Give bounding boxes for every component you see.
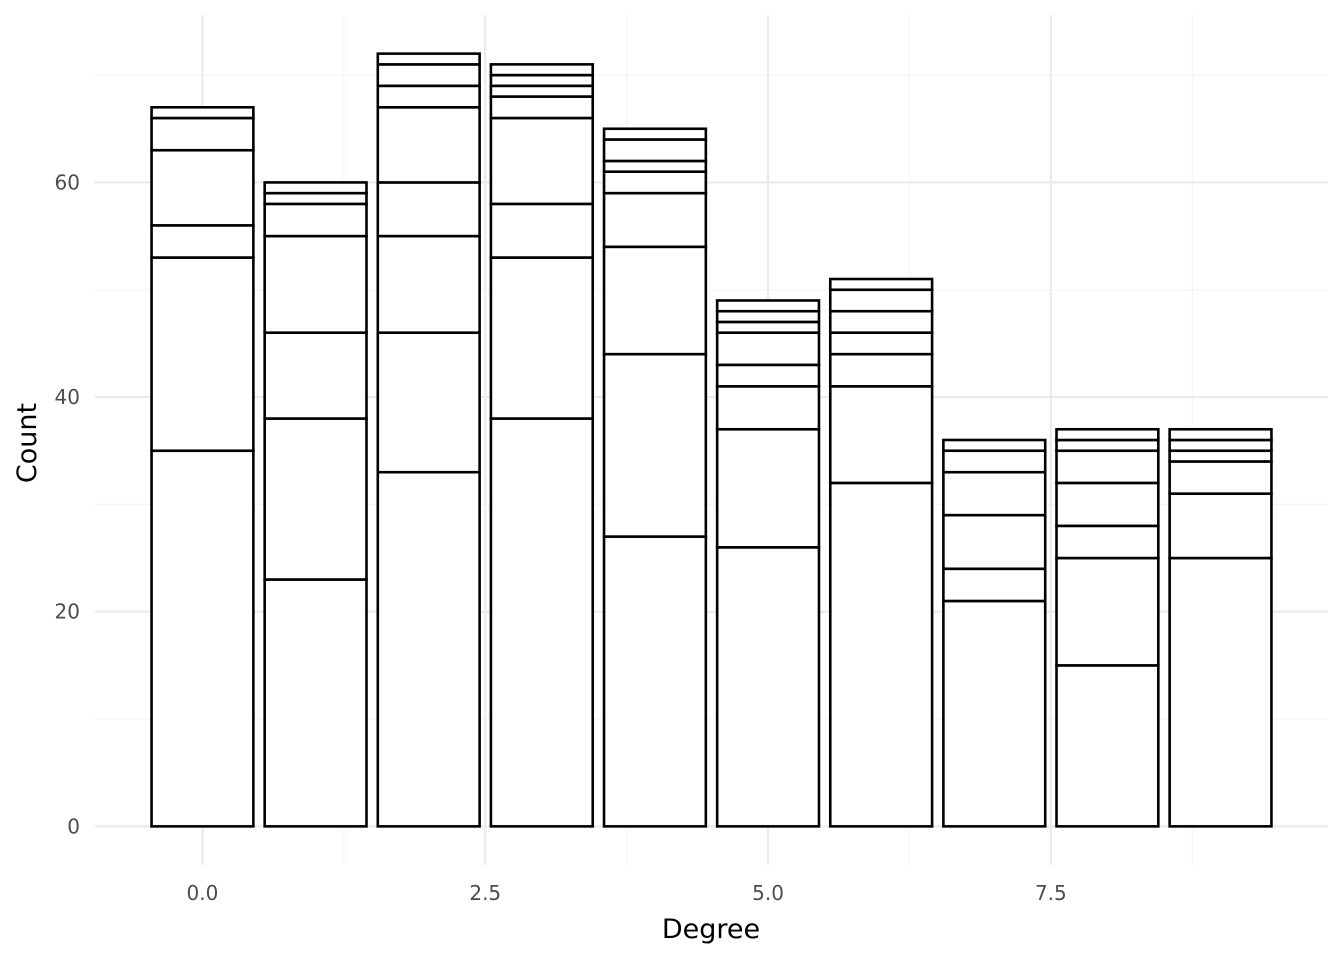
bar-segment (942, 470, 1047, 517)
bar-stack (376, 52, 481, 828)
bar-segment (828, 277, 934, 292)
bar-segment (942, 567, 1047, 603)
bar-segment (602, 191, 708, 249)
bar-segment (715, 363, 821, 388)
bar-segment (1055, 524, 1160, 560)
bar-segment (376, 181, 481, 238)
bar-stack (602, 127, 708, 828)
bar-segment (602, 159, 708, 173)
bar-segment (828, 309, 934, 334)
bar-segment (1168, 438, 1273, 453)
bar-stack (1168, 427, 1273, 828)
bar-segment (263, 578, 368, 828)
bar-segment (942, 449, 1047, 474)
bar-segment (1168, 427, 1273, 442)
bar-segment (376, 234, 481, 334)
bar-segment (150, 148, 255, 227)
x-axis-title: Degree (662, 914, 760, 945)
y-tick-labels: 0 20 40 60 (55, 170, 80, 838)
bar-segment (150, 116, 255, 152)
bar-segment (602, 535, 708, 828)
bar-segment (715, 427, 821, 549)
bar-segment (263, 417, 368, 581)
bar-segment (263, 191, 368, 206)
bar-segment (263, 202, 368, 238)
bars (150, 52, 1273, 828)
bar-segment (489, 202, 595, 259)
bar-segment (942, 438, 1047, 453)
bar-segment (942, 513, 1047, 571)
bar-segment (1168, 449, 1273, 463)
bar-segment (715, 309, 821, 324)
bar-segment (150, 256, 255, 453)
bar-segment (1055, 449, 1160, 485)
bar-segment (376, 52, 481, 66)
bar-segment (1168, 556, 1273, 828)
bar-segment (715, 385, 821, 431)
bar-segment (1055, 481, 1160, 528)
bar-stack (715, 299, 821, 828)
bar-segment (828, 288, 934, 313)
bar-segment (828, 481, 934, 828)
bar-segment (263, 181, 368, 195)
bar-segment (1055, 556, 1160, 667)
bar-segment (150, 224, 255, 259)
bar-segment (376, 331, 481, 474)
bar-segment (489, 417, 595, 828)
x-tick-label: 0.0 (187, 881, 219, 905)
bar-segment (602, 138, 708, 163)
bar-segment (602, 245, 708, 356)
bar-segment (715, 299, 821, 313)
bar-segment (715, 320, 821, 334)
bar-segment (376, 105, 481, 184)
bar-segment (1055, 438, 1160, 453)
bar-segment (150, 449, 255, 828)
bar-segment (602, 127, 708, 141)
bar-stack (263, 181, 368, 828)
x-tick-labels: 0.0 2.5 5.0 7.5 (187, 881, 1067, 905)
x-tick-label: 2.5 (469, 881, 501, 905)
bar-segment (828, 352, 934, 388)
bar-segment (376, 84, 481, 109)
y-tick-label: 20 (55, 600, 80, 624)
bar-stack (828, 277, 934, 828)
bar-segment (263, 234, 368, 334)
bar-segment (1055, 427, 1160, 442)
bar-stack (1055, 427, 1160, 828)
bar-segment (1168, 460, 1273, 495)
bar-segment (150, 105, 255, 120)
y-tick-label: 40 (55, 385, 80, 409)
bar-segment (828, 385, 934, 485)
bar-segment (1168, 492, 1273, 560)
bar-stack (489, 63, 595, 828)
bar-stack (942, 438, 1047, 828)
bar-segment (828, 331, 934, 356)
bar-segment (489, 73, 595, 88)
bar-segment (715, 546, 821, 828)
bar-segment (942, 599, 1047, 828)
bar-segment (489, 84, 595, 98)
bar-segment (489, 116, 595, 206)
y-tick-label: 0 (67, 814, 80, 838)
y-tick-label: 60 (55, 170, 80, 194)
bar-segment (376, 63, 481, 88)
y-axis-title: Count (12, 403, 43, 483)
bar-segment (602, 352, 708, 538)
bar-segment (376, 470, 481, 828)
bar-segment (602, 170, 708, 195)
x-tick-label: 5.0 (752, 881, 784, 905)
bar-segment (489, 95, 595, 120)
bar-stack (150, 105, 255, 828)
x-tick-label: 7.5 (1035, 881, 1067, 905)
bar-segment (715, 331, 821, 367)
bar-segment (1055, 664, 1160, 828)
bar-segment (489, 63, 595, 77)
bar-segment (489, 256, 595, 420)
bar-segment (263, 331, 368, 420)
